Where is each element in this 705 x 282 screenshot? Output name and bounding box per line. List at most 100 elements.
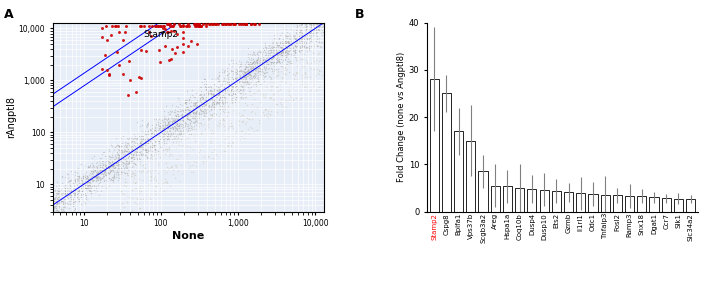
Point xyxy=(252,50,263,55)
Point xyxy=(230,92,241,97)
Point xyxy=(223,85,235,90)
Point xyxy=(285,59,296,63)
Point xyxy=(182,124,193,128)
Text: B: B xyxy=(355,8,364,21)
Point xyxy=(313,20,324,25)
Point xyxy=(209,86,220,91)
Point xyxy=(269,60,280,64)
Point xyxy=(279,43,290,48)
Point xyxy=(140,150,152,154)
Point xyxy=(220,79,231,83)
Point xyxy=(92,171,104,175)
Point xyxy=(130,149,141,153)
Point xyxy=(90,160,102,165)
Point xyxy=(137,134,149,138)
Point xyxy=(197,80,208,85)
Point xyxy=(290,32,302,36)
Point xyxy=(213,92,224,97)
Point xyxy=(243,70,255,75)
Point xyxy=(199,107,210,112)
Point xyxy=(58,195,69,199)
Point xyxy=(209,77,221,81)
Point xyxy=(154,134,166,138)
Point xyxy=(177,130,188,135)
Point xyxy=(208,104,219,109)
Point xyxy=(70,187,82,191)
Point xyxy=(68,209,79,214)
Point xyxy=(59,201,70,206)
Point xyxy=(177,102,188,107)
Point xyxy=(114,179,125,184)
Point xyxy=(276,54,287,58)
Point xyxy=(262,45,274,50)
Point xyxy=(60,194,71,198)
Point xyxy=(184,111,195,116)
Point xyxy=(286,47,297,51)
Point xyxy=(301,37,312,41)
Point xyxy=(251,73,262,78)
Point xyxy=(276,31,288,36)
Point xyxy=(95,177,106,181)
Point xyxy=(264,80,276,84)
Point xyxy=(99,53,111,58)
Point xyxy=(199,122,210,126)
Point xyxy=(242,62,253,67)
Point xyxy=(185,164,196,169)
Point xyxy=(219,118,230,122)
Point xyxy=(184,145,195,149)
Point xyxy=(70,178,81,182)
Point xyxy=(218,78,229,82)
Point xyxy=(262,114,273,119)
Point xyxy=(105,157,116,161)
Point xyxy=(287,61,298,65)
Point xyxy=(105,168,116,172)
Point xyxy=(171,146,182,150)
Point xyxy=(91,175,102,180)
Point xyxy=(301,45,312,50)
Point xyxy=(219,88,231,92)
Point xyxy=(190,113,202,118)
Point xyxy=(294,50,305,54)
Point xyxy=(73,174,85,178)
Point xyxy=(183,24,195,28)
Point xyxy=(280,53,291,57)
Point xyxy=(192,105,204,109)
Point xyxy=(264,112,276,116)
Point xyxy=(69,188,80,192)
Point xyxy=(249,67,260,72)
Point xyxy=(149,146,160,151)
Point xyxy=(193,24,204,28)
Point xyxy=(120,171,131,175)
Point xyxy=(213,98,224,102)
Point xyxy=(67,189,78,193)
Point xyxy=(209,102,220,107)
Point xyxy=(81,173,92,178)
Point xyxy=(253,64,264,69)
Point xyxy=(284,31,295,36)
Point xyxy=(214,100,226,104)
Point xyxy=(231,87,242,92)
Point xyxy=(190,105,202,109)
Point xyxy=(116,138,128,142)
Point xyxy=(69,178,80,182)
Point xyxy=(230,91,241,96)
Point xyxy=(163,136,174,140)
Point xyxy=(215,118,226,122)
Point xyxy=(241,116,252,120)
Point xyxy=(51,203,63,208)
Point xyxy=(292,40,303,45)
Point xyxy=(293,37,305,41)
Point xyxy=(190,101,201,105)
Point xyxy=(99,185,111,189)
Point xyxy=(189,138,200,142)
Point xyxy=(240,77,251,81)
Point xyxy=(282,39,293,44)
Point xyxy=(214,89,225,94)
Point xyxy=(301,30,312,35)
Point xyxy=(253,118,264,122)
Point xyxy=(120,158,131,163)
Point xyxy=(183,108,194,112)
Point xyxy=(65,189,76,194)
Point xyxy=(286,29,298,33)
Point xyxy=(276,53,288,57)
